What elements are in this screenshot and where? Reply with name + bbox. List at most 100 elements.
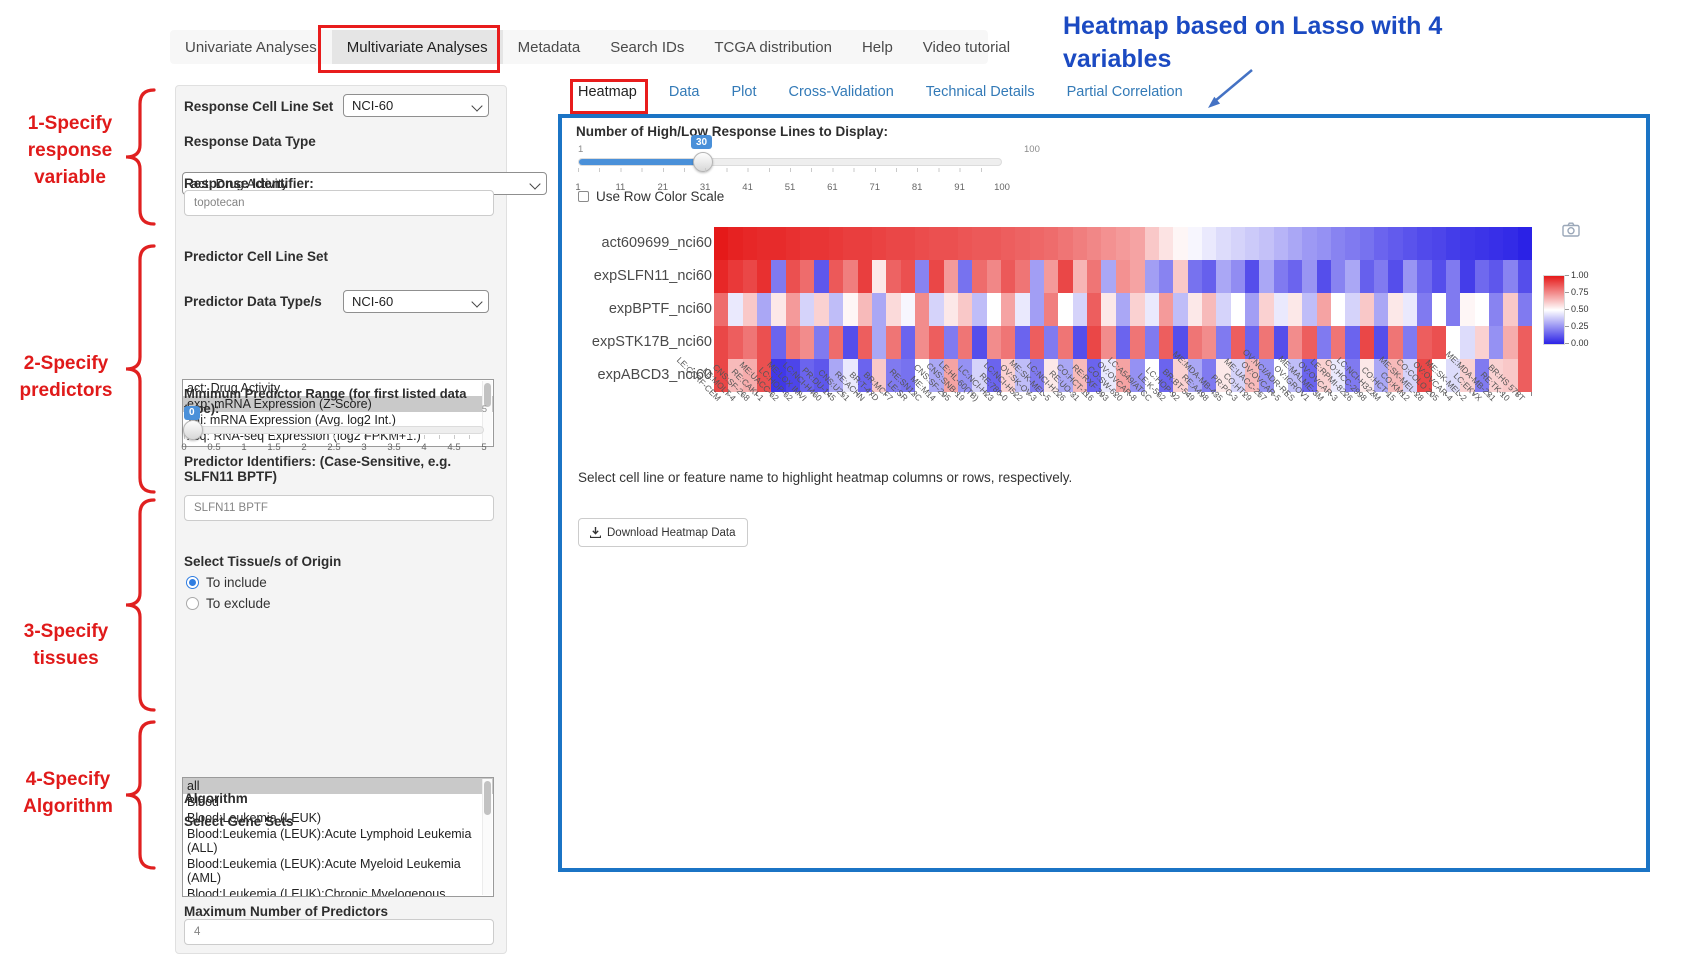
heatmap-cell[interactable]	[785, 293, 801, 326]
heatmap-cell[interactable]	[1460, 227, 1475, 260]
heatmap-cell[interactable]	[1216, 293, 1231, 326]
heatmap-cell[interactable]	[800, 359, 815, 392]
heatmap-cell[interactable]	[1259, 260, 1274, 293]
heatmap-cell[interactable]	[1503, 326, 1518, 359]
heatmap-cell[interactable]	[800, 260, 815, 293]
heatmap-cell[interactable]	[1130, 326, 1145, 359]
heatmap-cell[interactable]	[1359, 227, 1375, 260]
heatmap-cell[interactable]	[1187, 260, 1202, 293]
heatmap-cell[interactable]	[1345, 293, 1360, 326]
heatmap-cell[interactable]	[1015, 227, 1030, 260]
response-data-type-select[interactable]: act: Drug Activity	[182, 172, 547, 195]
heatmap-cell[interactable]	[1015, 293, 1030, 326]
heatmap-cell[interactable]	[1101, 326, 1116, 359]
heatmap-cell[interactable]	[1029, 359, 1045, 392]
heatmap-cell[interactable]	[1144, 227, 1159, 260]
heatmap-cell[interactable]	[814, 227, 829, 260]
slider-track[interactable]	[183, 420, 484, 440]
heatmap-cell[interactable]	[1087, 359, 1102, 392]
heatmap-cell[interactable]	[1230, 359, 1245, 392]
heatmap-cell[interactable]	[1230, 326, 1245, 359]
heatmap-cell[interactable]	[1273, 359, 1289, 392]
heatmap-cell[interactable]	[1101, 227, 1116, 260]
heatmap-cell[interactable]	[1201, 227, 1217, 260]
heatmap-cell[interactable]	[1259, 359, 1274, 392]
nav-help[interactable]: Help	[861, 38, 893, 56]
heatmap-cell[interactable]	[1374, 293, 1389, 326]
heatmap-cell[interactable]	[814, 359, 829, 392]
heatmap-cell[interactable]	[714, 293, 729, 326]
heatmap-cell[interactable]	[714, 260, 729, 293]
heatmap-cell[interactable]	[1187, 359, 1202, 392]
list-option[interactable]: Blood	[187, 795, 219, 809]
heatmap-cell[interactable]	[972, 260, 987, 293]
heatmap-cell[interactable]	[871, 227, 887, 260]
heatmap-cell[interactable]	[957, 326, 973, 359]
heatmap-cell[interactable]	[1345, 227, 1360, 260]
heatmap-cell[interactable]	[742, 260, 758, 293]
heatmap-cell[interactable]	[1115, 326, 1131, 359]
heatmap-cell[interactable]	[1474, 260, 1489, 293]
heatmap-cell[interactable]	[1431, 359, 1446, 392]
heatmap-cell[interactable]	[1130, 227, 1145, 260]
heatmap-cell[interactable]	[1359, 326, 1375, 359]
heatmap-cell[interactable]	[957, 260, 973, 293]
heatmap-cell[interactable]	[1029, 260, 1045, 293]
heatmap-cell[interactable]	[972, 359, 987, 392]
heatmap-cell[interactable]	[1374, 227, 1389, 260]
heatmap-cell[interactable]	[1517, 326, 1532, 359]
heatmap-cell[interactable]	[1216, 260, 1231, 293]
row-color-scale-checkbox[interactable]: Use Row Color Scale	[578, 189, 724, 204]
heatmap-cell[interactable]	[1015, 359, 1030, 392]
heatmap-cell[interactable]	[929, 326, 944, 359]
heatmap-cell[interactable]	[1331, 227, 1346, 260]
heatmap-cell[interactable]	[943, 260, 958, 293]
heatmap-cell[interactable]	[857, 227, 872, 260]
heatmap-cell[interactable]	[843, 326, 858, 359]
heatmap-cell[interactable]	[1388, 260, 1403, 293]
heatmap-cell[interactable]	[728, 227, 743, 260]
nav-tcga-distribution[interactable]: TCGA distribution	[714, 38, 832, 56]
heatmap-cell[interactable]	[1058, 326, 1073, 359]
heatmap-cell[interactable]	[900, 293, 915, 326]
heatmap-cell[interactable]	[1101, 260, 1116, 293]
heatmap-cell[interactable]	[1359, 293, 1375, 326]
heatmap-cell[interactable]	[757, 326, 772, 359]
heatmap-cell[interactable]	[1072, 260, 1088, 293]
heatmap-cell[interactable]	[871, 293, 887, 326]
heatmap-cell[interactable]	[972, 293, 987, 326]
heatmap-cell[interactable]	[771, 260, 786, 293]
heatmap-cell[interactable]	[1331, 293, 1346, 326]
heatmap-cell[interactable]	[1001, 326, 1016, 359]
heatmap-cell[interactable]	[1445, 260, 1461, 293]
heatmap-cell[interactable]	[1216, 326, 1231, 359]
heatmap-cell[interactable]	[914, 359, 930, 392]
heatmap-cell[interactable]	[828, 326, 844, 359]
heatmap-cell[interactable]	[1144, 260, 1159, 293]
heatmap-cell[interactable]	[1244, 293, 1260, 326]
heatmap-cell[interactable]	[1230, 260, 1245, 293]
heatmap-cell[interactable]	[1158, 326, 1174, 359]
heatmap-cell[interactable]	[1431, 326, 1446, 359]
heatmap-cell[interactable]	[914, 293, 930, 326]
heatmap-cell[interactable]	[742, 227, 758, 260]
heatmap-cell[interactable]	[900, 227, 915, 260]
heatmap-cell[interactable]	[828, 293, 844, 326]
heatmap-cell[interactable]	[1417, 326, 1432, 359]
heatmap-cell[interactable]	[1144, 293, 1159, 326]
heatmap-cell[interactable]	[1431, 260, 1446, 293]
nav-video-tutorial[interactable]: Video tutorial	[922, 38, 1011, 56]
heatmap-cell[interactable]	[871, 260, 887, 293]
heatmap-cell[interactable]	[1087, 293, 1102, 326]
heatmap-cell[interactable]	[1173, 326, 1188, 359]
list-option[interactable]: Blood:Leukemia (LEUK):Acute Myeloid Leuk…	[187, 857, 461, 885]
heatmap-row-label[interactable]: expSTK17B_nci60	[591, 334, 712, 350]
heatmap-cell[interactable]	[1388, 326, 1403, 359]
heatmap-cell[interactable]	[1259, 227, 1274, 260]
list-option[interactable]: Blood:Leukemia (LEUK)	[187, 811, 322, 825]
heatmap-cell[interactable]	[1187, 293, 1202, 326]
heatmap-cell[interactable]	[1460, 326, 1475, 359]
heatmap-cell[interactable]	[742, 293, 758, 326]
heatmap-cell[interactable]	[1187, 227, 1202, 260]
heatmap-cell[interactable]	[1001, 227, 1016, 260]
